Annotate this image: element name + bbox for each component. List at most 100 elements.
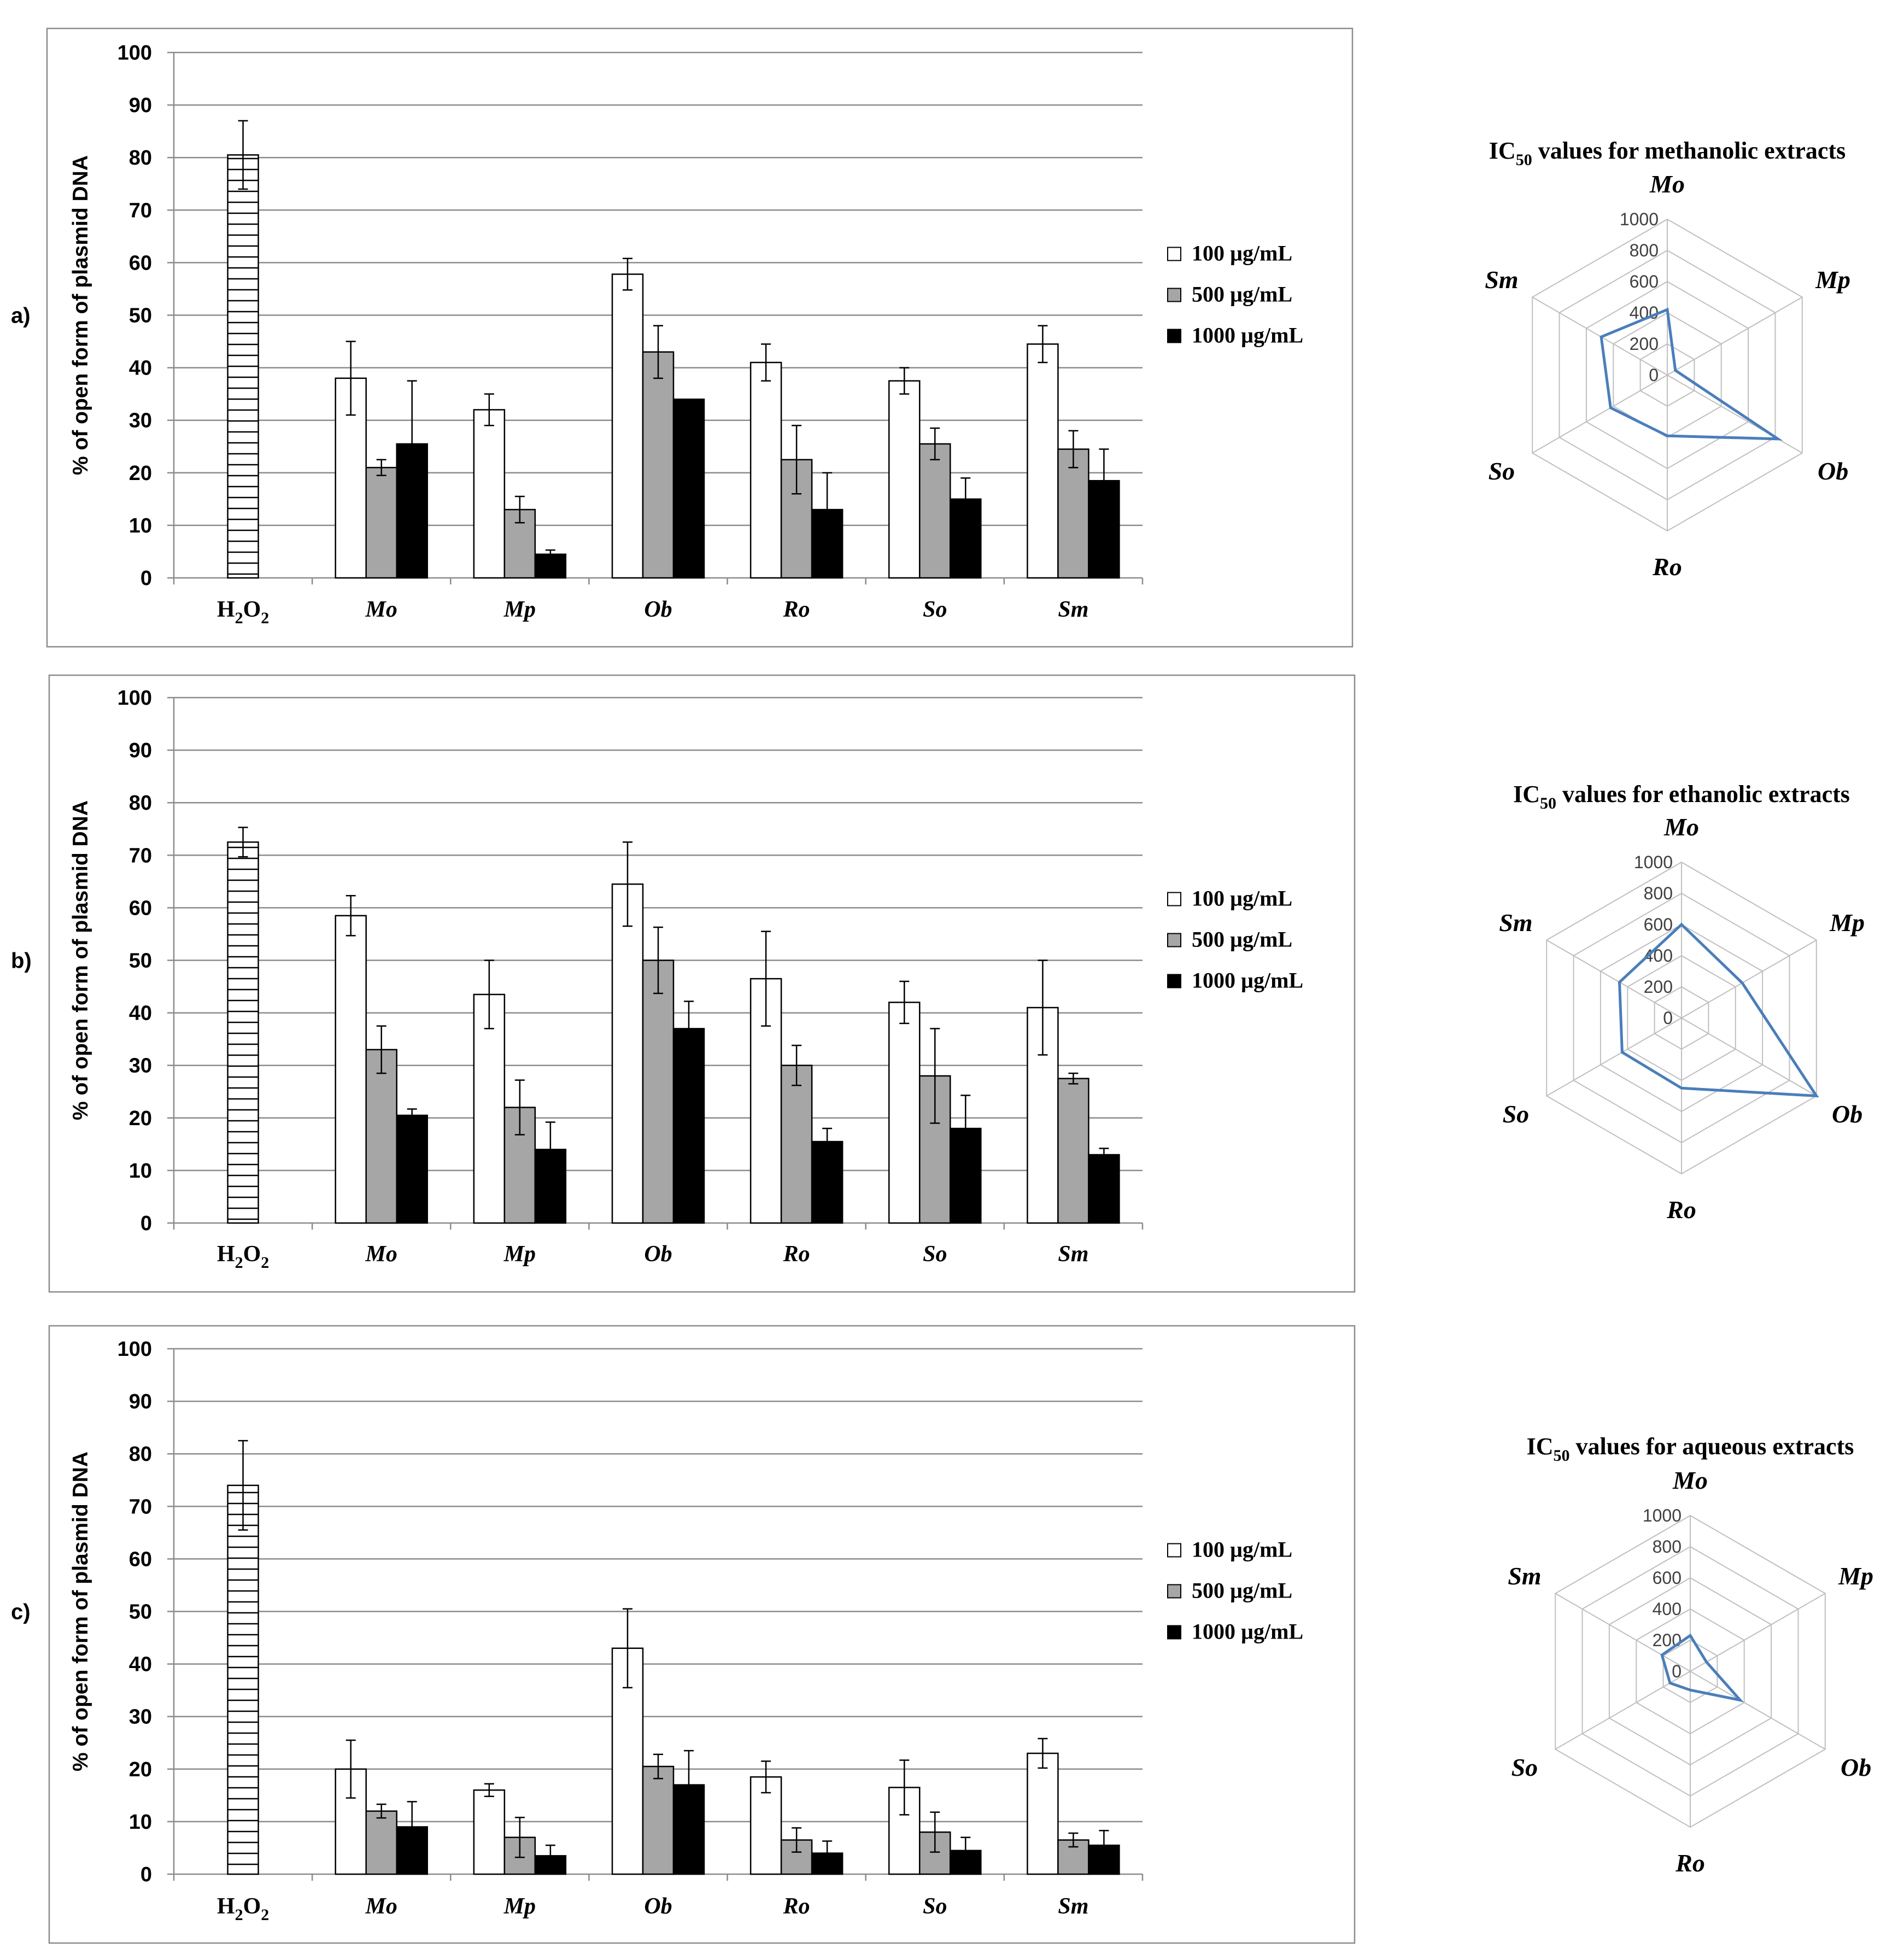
bar-chart-panel-2: 0 10 20 30 40 50 60 70 80 90 100 % of open form of … [11,1325,1356,1944]
radar-chart-panel-0: IC50 values for methanolic extracts02004… [1485,137,1850,581]
radar-tick-label: 200 [1653,1630,1682,1650]
y-tick-label: 10 [129,514,152,537]
x-tick-label-mp: Mp [503,1242,536,1267]
bar-mp-series-2 [534,1149,567,1224]
bar-sm-series-1 [1057,1078,1089,1224]
radar-tick-label: 800 [1630,241,1659,260]
legend-label-2: 1000 µg/mL [1192,1619,1303,1644]
radar-spoke [1546,1017,1682,1097]
bar-mo-series-1 [365,1810,397,1875]
x-tick-label-ob: Ob [644,597,672,622]
bar-ob-series-0 [611,1647,644,1875]
bar-ob-series-0 [611,273,644,579]
radar-title-part: values for methanolic extracts [1532,137,1846,164]
radar-tick-label: 0 [1663,1008,1673,1028]
panel-label: a) [11,304,31,328]
legend-swatch-2 [1167,974,1181,988]
radar-tick-label: 200 [1644,977,1673,997]
x-tick-label-mo: Mo [365,1894,397,1919]
bar-control-h2o2 [227,1484,259,1875]
radar-axis-label-ro: Ro [1666,1196,1696,1224]
legend-label-2: 1000 µg/mL [1192,323,1303,348]
y-tick-label: 90 [129,739,152,762]
bar-control-h2o2 [227,154,259,579]
y-tick-label: 60 [129,251,152,274]
radar-chart-panel-2: IC50 values for aqueous extracts 0 200 400 6… [1508,1433,1873,1877]
x-tick-label-part: O [243,1242,261,1267]
radar-tick-label: 800 [1644,884,1673,903]
panel-label: c) [11,1600,31,1624]
radar-tick-label: 800 [1653,1537,1682,1557]
y-tick-label: 40 [129,1653,152,1676]
bar-ro-series-0 [749,361,782,579]
x-tick-label-mp: Mp [503,1894,536,1919]
radar-title-part: values for aqueous extracts [1570,1433,1854,1460]
y-tick-label: 40 [129,357,152,380]
bar-ob-series-1 [642,351,675,579]
x-tick-label-part: H [217,1242,235,1267]
bar-sm-series-0 [1027,343,1059,579]
x-tick-label-part: 2 [235,1254,243,1272]
x-tick-label-part: 2 [235,609,243,627]
radar-spoke [1681,939,1817,1019]
legend-swatch-1 [1167,1584,1181,1599]
y-axis-label: % of open form of plasmid DNA [69,155,92,475]
radar-spoke [1555,1593,1691,1672]
bar-so-series-0 [888,380,921,579]
legend-label-0: 100 µg/mL [1192,241,1292,266]
bar-ob-series-1 [642,1765,675,1875]
radar-axis-label-ob: Ob [1841,1753,1871,1781]
radar-axis-label-sm: Sm [1499,909,1532,937]
radar-series-line [1600,307,1783,441]
radar-axis-label-mo: Mo [1663,813,1699,841]
chart-frame [48,1325,1356,1944]
legend-label-0: 100 µg/mL [1192,1537,1292,1562]
legend-label-0: 100 µg/mL [1192,886,1292,911]
y-tick-label: 60 [129,1548,152,1571]
bar-mp-series-0 [473,409,506,579]
chart-frame [46,27,1354,648]
bar-sm-series-2 [1088,1154,1120,1224]
radar-title-part: IC [1489,137,1516,164]
radar-spoke [1690,1593,1826,1672]
radar-title: IC50 values for methanolic extracts [1489,137,1846,169]
radar-tick-label: 1000 [1643,1506,1682,1525]
x-tick-label-ob: Ob [644,1242,672,1267]
radar-title-sub: 50 [1540,794,1556,812]
y-tick-label: 10 [129,1160,152,1183]
y-tick-label: 50 [129,305,152,327]
y-tick-label: 30 [129,1055,152,1078]
y-axis-label: % of open form of plasmid DNA [69,800,92,1120]
x-tick-label-so: So [923,1242,947,1267]
y-tick-label: 20 [129,462,152,485]
x-tick-label-sm: Sm [1058,1894,1088,1919]
radar-spoke [1667,296,1803,376]
x-tick-label-part: 2 [261,1906,269,1924]
radar-tick-label: 600 [1644,915,1673,934]
y-tick-label: 40 [129,1002,152,1025]
x-tick-label-part: O [243,597,261,622]
y-tick-label: 90 [129,94,152,117]
y-tick-label: 90 [129,1390,152,1413]
radar-axis-label-ro: Ro [1675,1849,1705,1877]
radar-spoke [1555,1671,1691,1750]
radar-series-line [1660,1633,1744,1702]
x-tick-label-sm: Sm [1058,1242,1088,1267]
bar-so-series-0 [888,1002,921,1224]
radar-spoke [1690,1671,1826,1750]
bar-so-series-2 [950,1127,982,1224]
x-tick-label-mp: Mp [503,597,536,622]
y-tick-label: 70 [129,844,152,867]
bar-mo-series-0 [335,915,367,1224]
radar-tick-label: 0 [1649,365,1659,385]
radar-tick-label: 400 [1653,1599,1682,1619]
legend-swatch-0 [1167,892,1181,906]
x-tick-label-part: 2 [261,1254,269,1272]
radar-tick-label: 600 [1630,272,1659,291]
x-tick-label-ro: Ro [783,1894,810,1919]
bar-chart-panel-1: 0 10 20 30 40 50 60 70 80 90 100 % of open form of … [11,674,1356,1293]
chart-frame [48,674,1356,1293]
radar-axis-label-ob: Ob [1832,1100,1862,1128]
radar-spoke [1681,1017,1817,1097]
